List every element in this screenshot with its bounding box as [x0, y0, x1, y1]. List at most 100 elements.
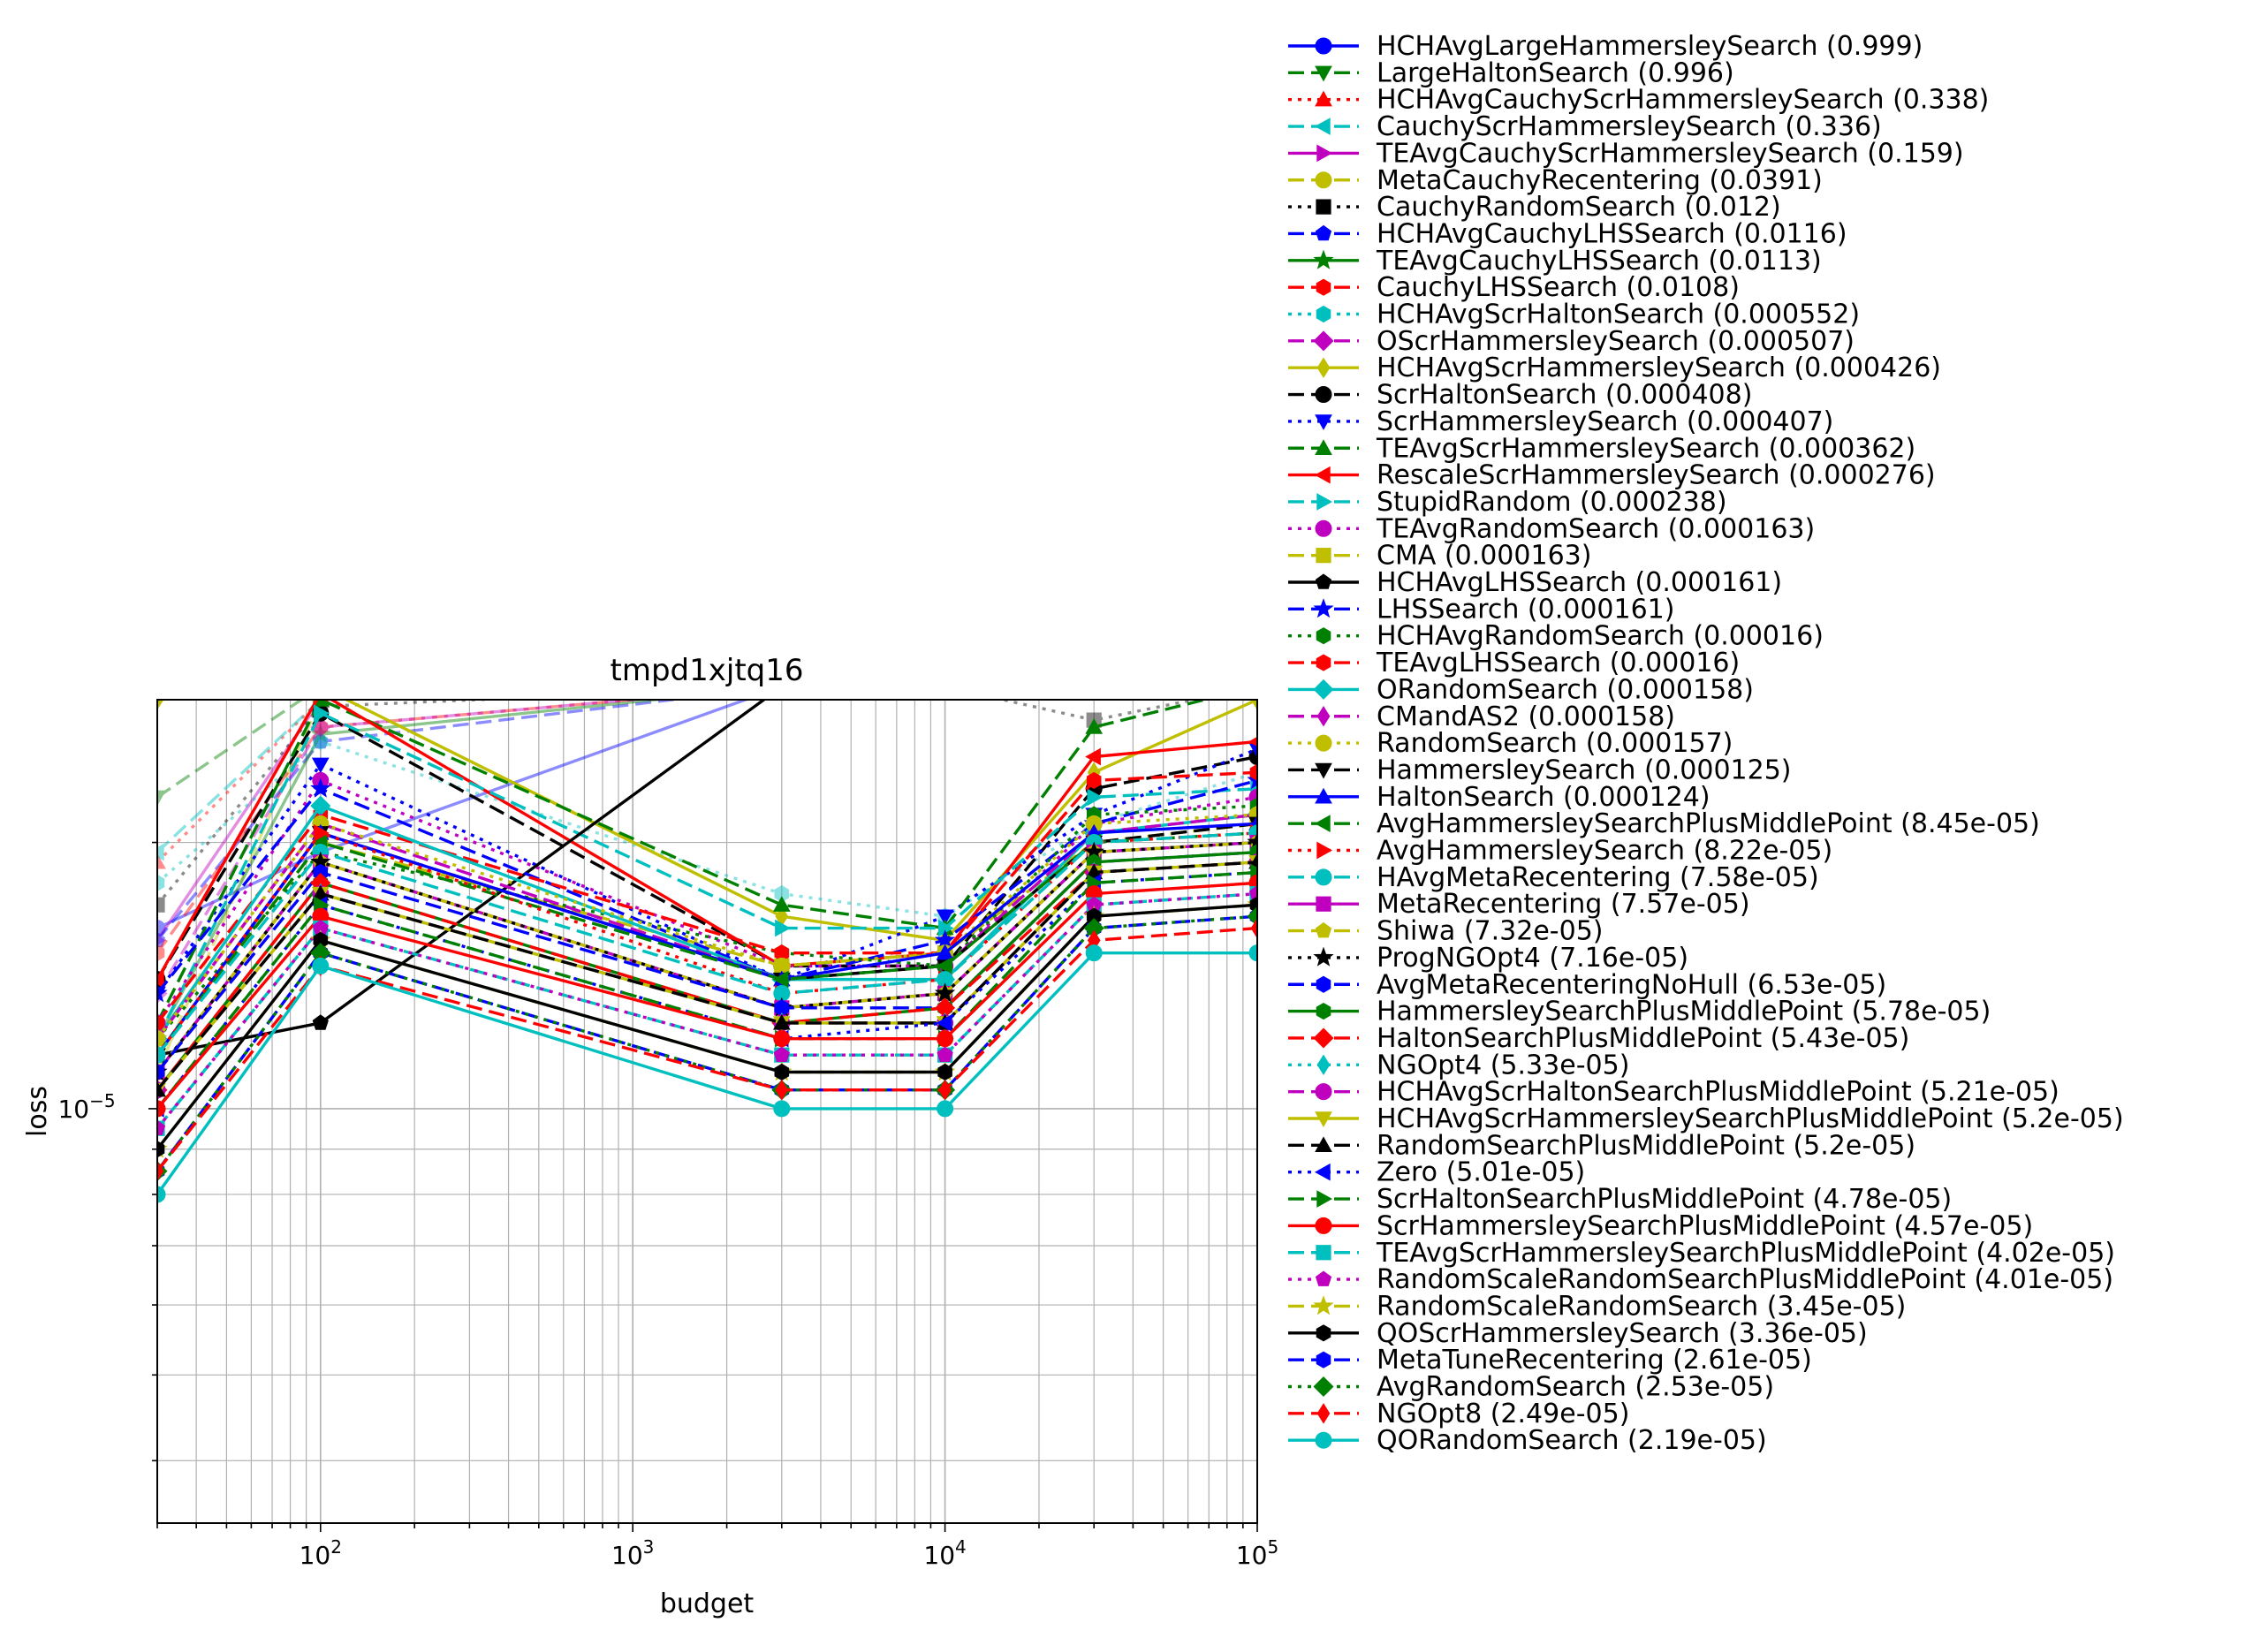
legend-label: QORandomSearch (2.19e-05) — [1377, 1425, 1767, 1456]
legend-label: CMandAS2 (0.000158) — [1377, 701, 1675, 732]
series-line — [157, 891, 1257, 1130]
legend-label: TEAvgScrHammersleySearch (0.000362) — [1376, 433, 1915, 464]
series-line — [157, 831, 1257, 1057]
legend-item: QOScrHammersleySearch (3.36e-05) — [1288, 1318, 1868, 1349]
series-line — [157, 804, 1257, 1040]
legend-item: HCHAvgCauchyLHSSearch (0.0116) — [1288, 218, 1847, 249]
data-point — [1314, 815, 1331, 832]
data-point — [1316, 278, 1331, 296]
legend-label: ORandomSearch (0.000158) — [1377, 674, 1754, 705]
data-point — [937, 1030, 954, 1048]
legend-item: QORandomSearch (2.19e-05) — [1288, 1425, 1767, 1456]
legend-label: ProgNGOpt4 (7.16e-05) — [1377, 943, 1688, 974]
data-point — [1315, 787, 1332, 804]
data-point — [157, 1030, 166, 1048]
data-point — [1315, 519, 1332, 537]
axis-ticks: 102 103 104 105 10−5 — [57, 841, 1278, 1570]
legend-item: AvgRandomSearch (2.53e-05) — [1288, 1372, 1774, 1403]
data-point — [314, 823, 330, 842]
legend-label: HCHAvgScrHaltonSearchPlusMiddlePoint (5.… — [1377, 1077, 2059, 1108]
legend-label: AvgMetaRecenteringNoHull (6.53e-05) — [1377, 969, 1886, 1000]
legend-label: QOScrHammersleySearch (3.36e-05) — [1377, 1318, 1868, 1349]
x-axis-label: budget — [660, 1588, 755, 1619]
legend-item: HaltonSearch (0.000124) — [1288, 782, 1710, 813]
series-line — [157, 700, 1211, 1024]
legend: HCHAvgLargeHammersleySearch (0.999)Large… — [1288, 31, 2124, 1456]
chart-title: tmpd1xjtq16 — [611, 653, 804, 688]
data-point — [1250, 917, 1257, 939]
legend-label: AvgRandomSearch (2.53e-05) — [1377, 1372, 1774, 1403]
legend-item: Zero (5.01e-05) — [1288, 1157, 1585, 1188]
legend-label: RandomSearchPlusMiddlePoint (5.2e-05) — [1377, 1130, 1915, 1161]
data-point — [157, 970, 164, 989]
legend-item: ScrHammersleySearch (0.000407) — [1288, 406, 1833, 437]
legend-item: HCHAvgScrHammersleySearchPlusMiddlePoint… — [1288, 1103, 2124, 1134]
data-point — [312, 1014, 329, 1030]
legend-label: TEAvgRandomSearch (0.000163) — [1376, 513, 1815, 544]
data-point — [1316, 1245, 1331, 1261]
series-line — [157, 700, 305, 799]
legend-label: TEAvgScrHammersleySearchPlusMiddlePoint … — [1376, 1238, 2115, 1269]
data-point — [1316, 654, 1331, 671]
data-point — [1087, 788, 1104, 807]
legend-item: HCHAvgLargeHammersleySearch (0.999) — [1288, 31, 1923, 62]
legend-label: HaltonSearch (0.000124) — [1377, 782, 1710, 813]
legend-item: ORandomSearch (0.000158) — [1288, 674, 1754, 705]
x-tick-label: 105 — [1236, 1536, 1278, 1570]
data-point — [1313, 249, 1334, 269]
legend-item: AvgMetaRecenteringNoHull (6.53e-05) — [1288, 969, 1886, 1000]
legend-item: ScrHammersleySearchPlusMiddlePoint (4.57… — [1288, 1210, 2033, 1241]
data-point — [1315, 734, 1332, 752]
data-point — [1313, 679, 1334, 700]
legend-label: CauchyRandomSearch (0.012) — [1377, 192, 1781, 223]
data-point — [1248, 742, 1257, 758]
data-point — [1315, 1431, 1332, 1449]
legend-label: HCHAvgScrHammersleySearchPlusMiddlePoint… — [1377, 1103, 2124, 1134]
series-line — [157, 804, 1257, 1040]
data-point — [157, 700, 164, 710]
series-line — [157, 700, 686, 942]
series-line — [157, 711, 1257, 1040]
data-point — [1316, 144, 1333, 163]
data-point — [772, 1013, 791, 1030]
data-point — [1316, 841, 1333, 860]
legend-item: HaltonSearchPlusMiddlePoint (5.43e-05) — [1288, 1023, 1909, 1054]
legend-label: MetaTuneRecentering (2.61e-05) — [1377, 1345, 1812, 1376]
legend-label: RandomSearch (0.000157) — [1377, 728, 1733, 759]
legend-item: OScrHammersleySearch (0.000507) — [1288, 326, 1855, 357]
legend-label: HCHAvgScrHammersleySearch (0.000426) — [1377, 353, 1941, 383]
data-point — [936, 957, 952, 975]
data-point — [1315, 921, 1332, 938]
legend-item: HCHAvgScrHaltonSearchPlusMiddlePoint (5.… — [1288, 1077, 2059, 1108]
data-point — [157, 1100, 166, 1118]
data-point — [1313, 946, 1334, 967]
data-point — [1315, 386, 1332, 404]
legend-item: StupidRandom (0.000238) — [1288, 487, 1727, 518]
data-point — [775, 1079, 789, 1101]
data-point — [1248, 884, 1257, 901]
legend-label: OScrHammersleySearch (0.000507) — [1377, 326, 1855, 357]
legend-label: RandomScaleRandomSearchPlusMiddlePoint (… — [1377, 1264, 2113, 1295]
series-group — [157, 884, 1257, 1136]
data-point — [937, 1063, 952, 1081]
legend-item: HammersleySearch (0.000125) — [1288, 754, 1792, 785]
series-group — [157, 874, 1257, 1118]
legend-label: NGOpt4 (5.33e-05) — [1377, 1050, 1629, 1080]
legend-label: CauchyLHSSearch (0.0108) — [1377, 272, 1740, 303]
legend-item: CauchyLHSSearch (0.0108) — [1288, 272, 1740, 303]
data-point — [1316, 199, 1331, 215]
y-tick-label: 10−5 — [57, 1090, 115, 1124]
data-point — [313, 732, 329, 751]
legend-item: MetaCauchyRecentering (0.0391) — [1288, 165, 1823, 196]
x-tick-label: 103 — [611, 1536, 654, 1570]
legend-item: HCHAvgRandomSearch (0.00016) — [1288, 621, 1824, 652]
legend-label: MetaCauchyRecentering (0.0391) — [1377, 165, 1823, 196]
legend-item: ScrHaltonSearch (0.000408) — [1288, 380, 1752, 411]
data-point — [310, 723, 331, 744]
data-point — [157, 920, 166, 937]
series-line — [157, 700, 671, 1040]
data-point — [1315, 1111, 1332, 1128]
legend-item: TEAvgScrHammersleySearchPlusMiddlePoint … — [1288, 1238, 2115, 1269]
data-point — [1316, 493, 1333, 511]
data-point — [1315, 1270, 1332, 1286]
